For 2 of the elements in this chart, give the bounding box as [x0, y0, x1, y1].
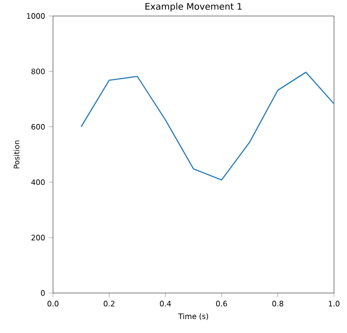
line-series	[80, 72, 334, 181]
chart-title: Example Movement 1	[145, 2, 242, 12]
